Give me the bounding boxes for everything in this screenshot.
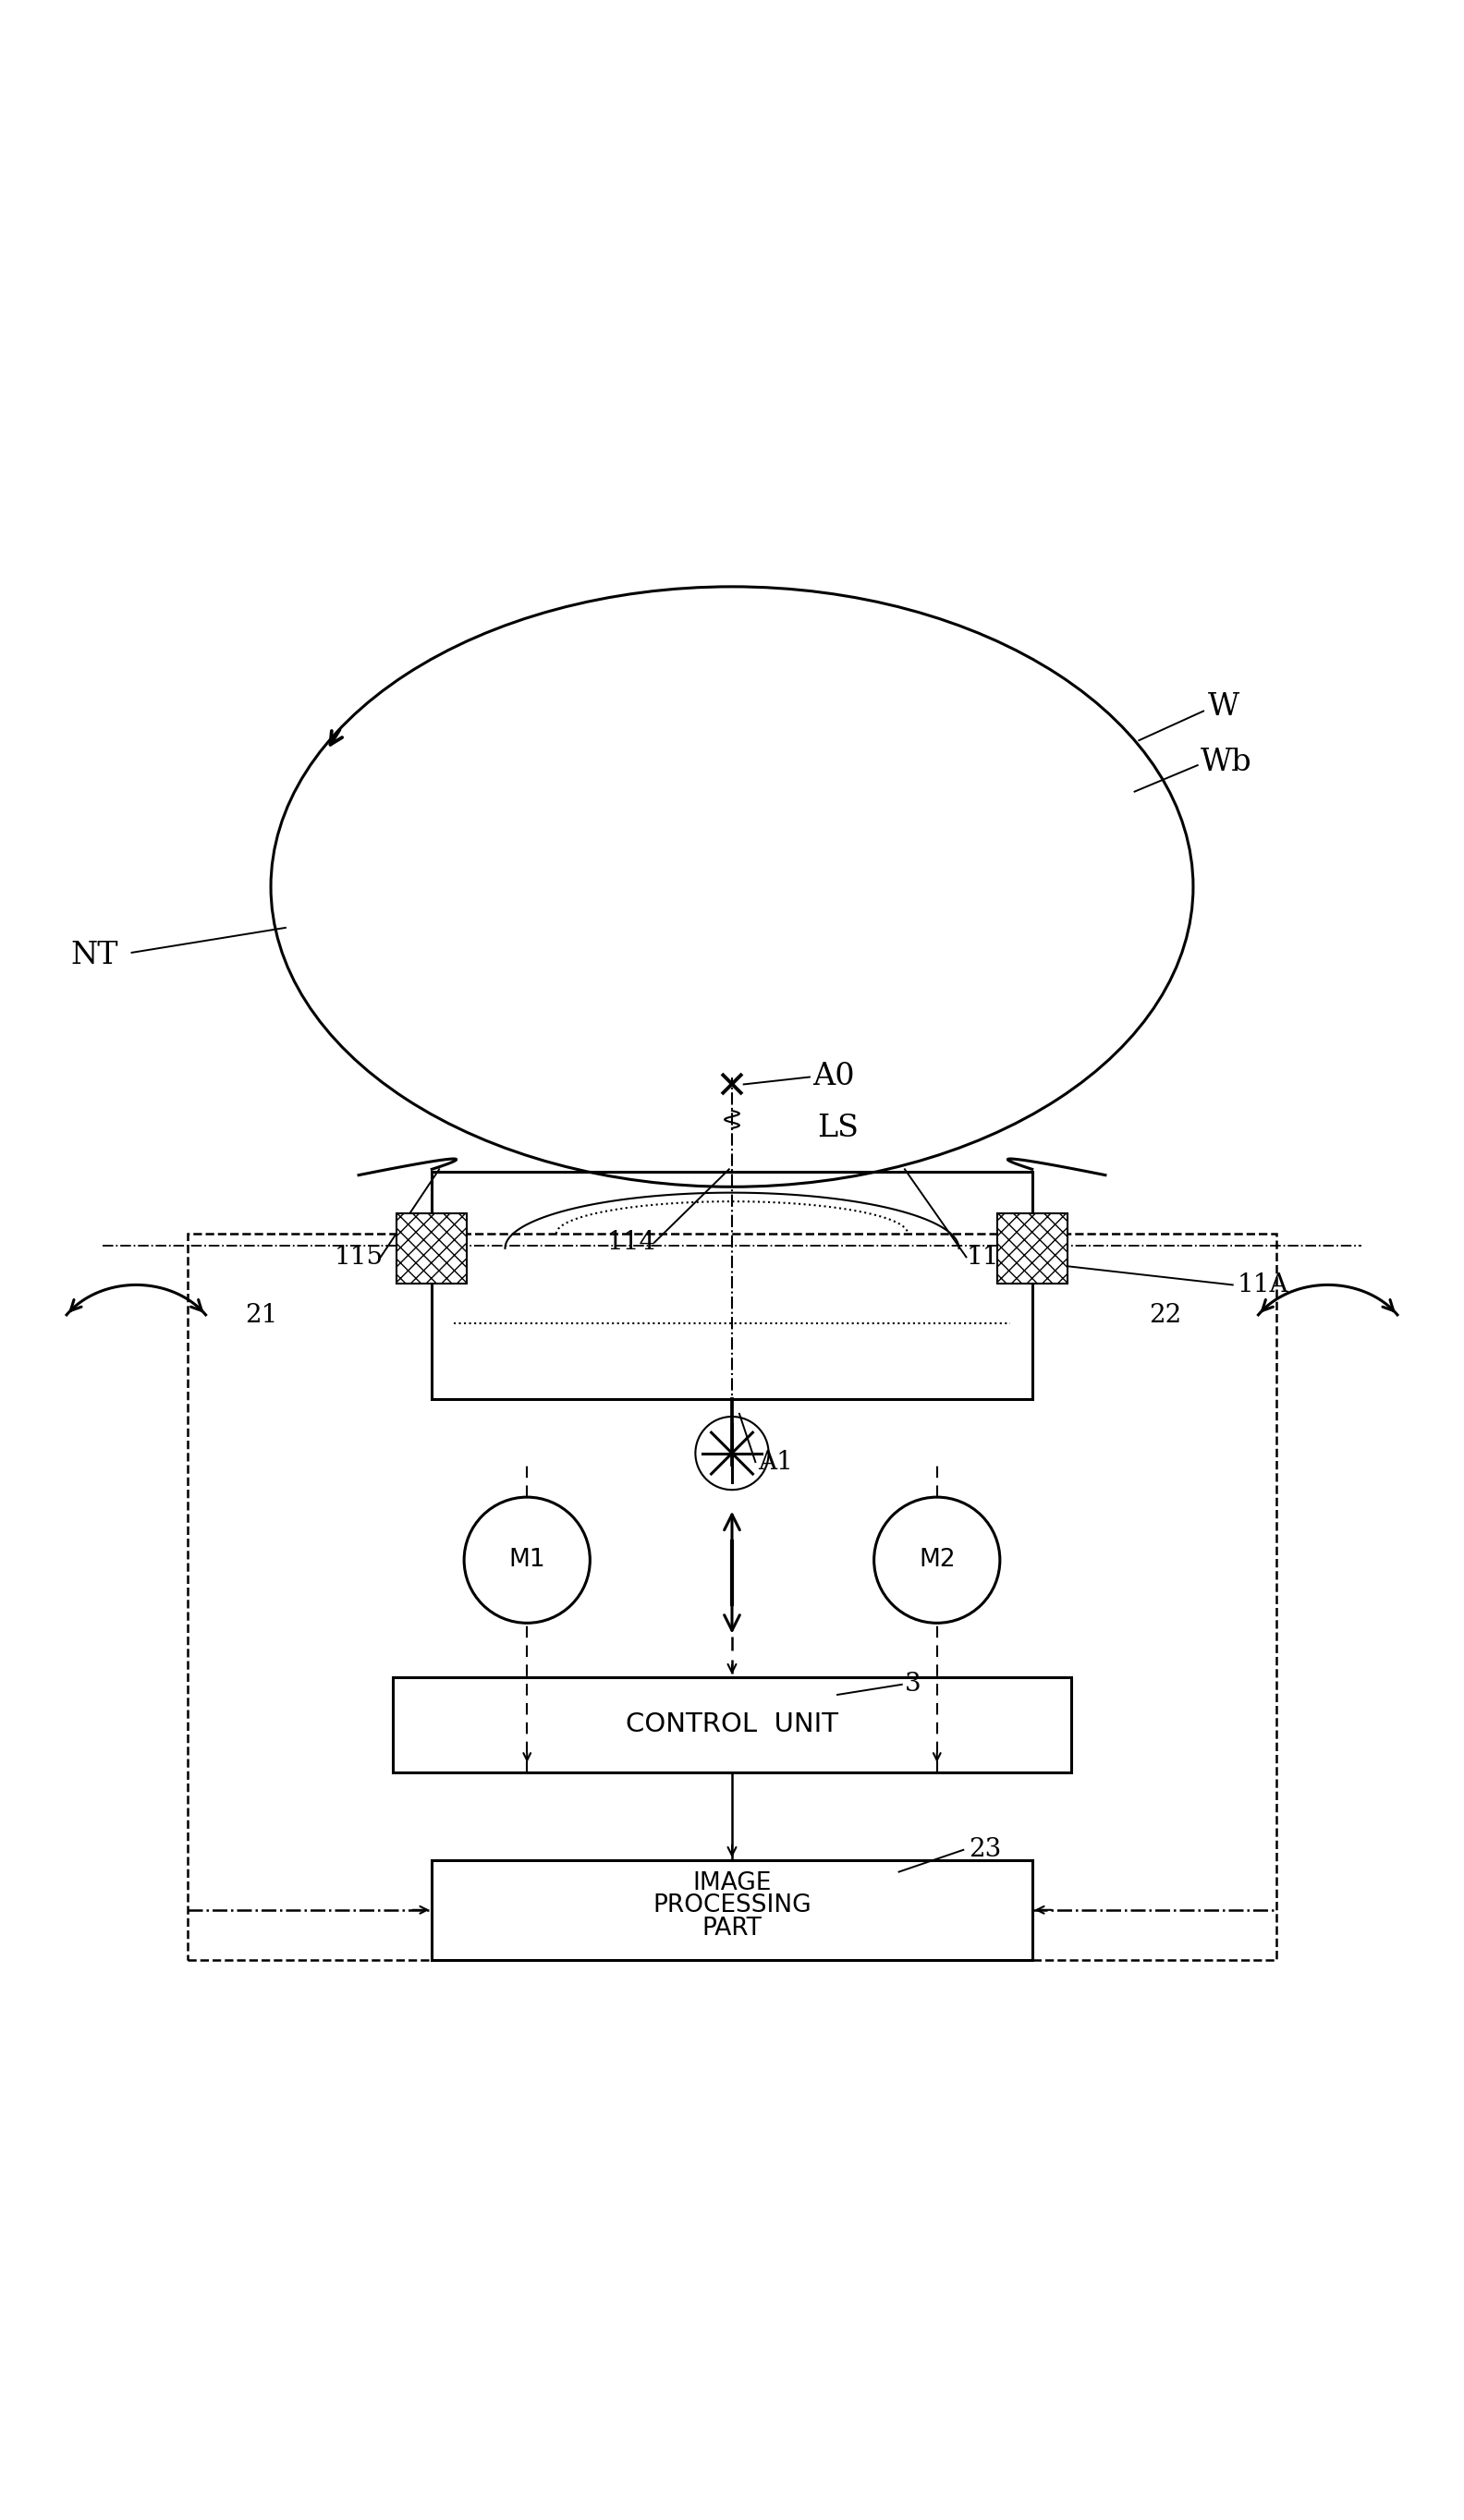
Text: 116: 116 [966,1245,1016,1270]
Bar [397,1212,467,1283]
Text: W: W [1208,693,1240,721]
Bar [392,1678,1072,1772]
Circle shape [464,1497,590,1623]
Bar [432,1860,1032,1961]
Text: A1: A1 [758,1449,793,1474]
Bar [432,1172,1032,1399]
Bar [187,1235,1277,1961]
Text: IMAGE: IMAGE [692,1872,772,1895]
Text: 21: 21 [246,1303,278,1328]
Text: 115: 115 [334,1245,384,1270]
Text: 114: 114 [606,1230,656,1255]
Text: 11A: 11A [1237,1273,1288,1298]
Text: 3: 3 [905,1671,921,1696]
Bar [997,1212,1067,1283]
Text: Wb: Wb [1200,748,1252,776]
Text: 23: 23 [969,1837,1001,1862]
Text: M2: M2 [918,1547,956,1572]
Text: M1: M1 [508,1547,546,1572]
Text: 22: 22 [1149,1303,1181,1328]
Text: CONTROL  UNIT: CONTROL UNIT [625,1711,839,1739]
Text: PROCESSING: PROCESSING [653,1893,811,1918]
Text: PART: PART [703,1918,761,1940]
Text: LS: LS [817,1114,858,1144]
Text: A0: A0 [813,1063,855,1091]
Circle shape [874,1497,1000,1623]
Text: NT: NT [70,940,119,970]
